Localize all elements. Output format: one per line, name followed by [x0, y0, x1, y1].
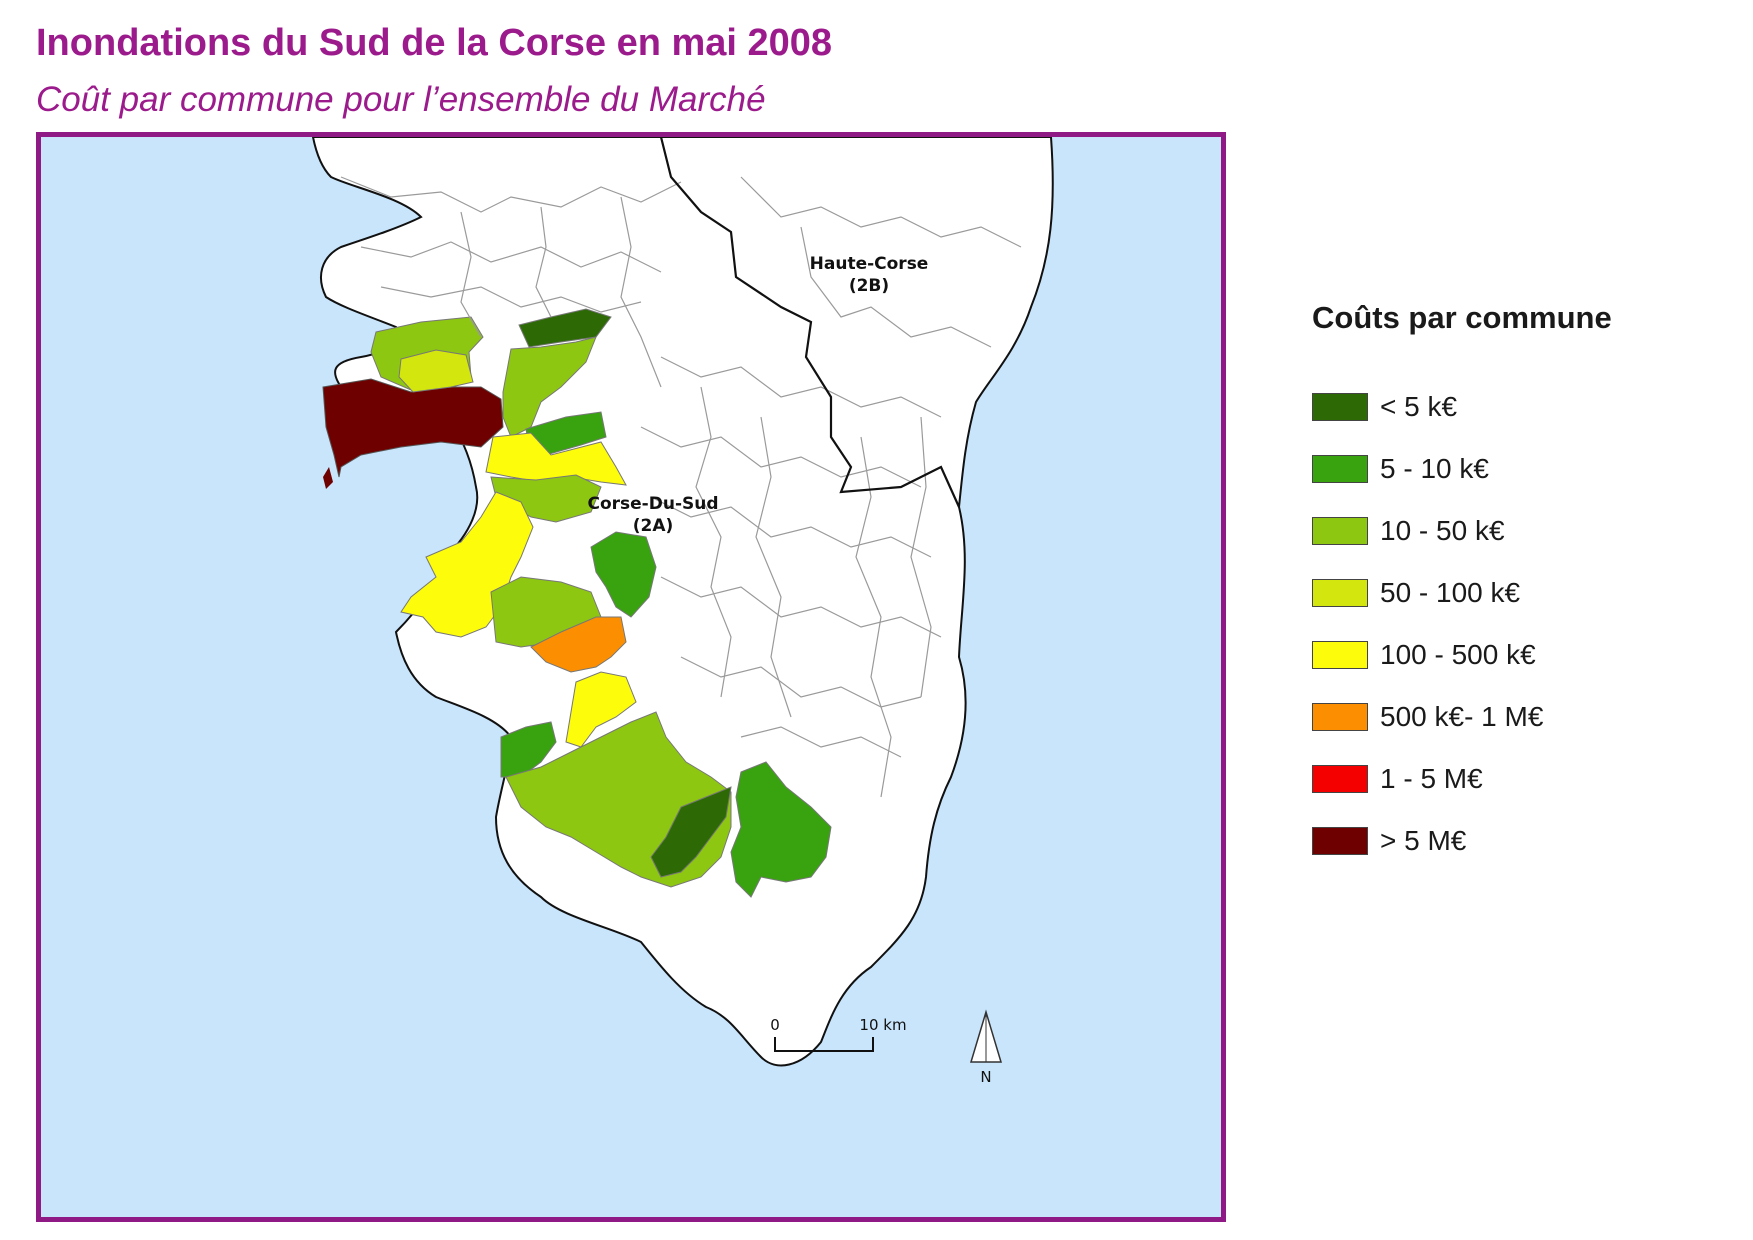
legend-swatch	[1312, 455, 1368, 483]
legend-swatch	[1312, 703, 1368, 731]
legend-label: 500 k€- 1 M€	[1380, 701, 1544, 732]
legend-swatch	[1312, 641, 1368, 669]
scale-zero: 0	[770, 1016, 780, 1034]
legend-swatch	[1312, 517, 1368, 545]
legend-title: Coûts par commune	[1312, 300, 1612, 335]
legend-label: 50 - 100 k€	[1380, 577, 1521, 608]
legend-item: < 5 k€	[1312, 376, 1612, 438]
region-code-corse-du-sud: (2A)	[633, 516, 674, 536]
legend-item: 1 - 5 M€	[1312, 748, 1612, 810]
commune-fill-7	[485, 432, 627, 486]
legend-swatch	[1312, 579, 1368, 607]
corsica-landmass	[311, 137, 1054, 1067]
commune-fill-3	[398, 349, 474, 393]
scale-bar: 0 10 km	[770, 1016, 907, 1052]
legend-swatch	[1312, 393, 1368, 421]
map-subtitle: Coût par commune pour l’ensemble du Marc…	[36, 80, 766, 119]
legend-item: 10 - 50 k€	[1312, 500, 1612, 562]
legend-label: 5 - 10 k€	[1380, 453, 1489, 484]
commune-fill-14	[500, 721, 557, 778]
legend: Coûts par commune < 5 k€ 5 - 10 k€ 10 - …	[1312, 300, 1612, 872]
legend-item: 100 - 500 k€	[1312, 624, 1612, 686]
commune-fill-5	[502, 336, 597, 438]
region-label-haute-corse: Haute-Corse	[810, 254, 929, 274]
north-label: N	[980, 1068, 991, 1086]
region-code-haute-corse: (2B)	[849, 276, 889, 296]
map-frame[interactable]: Haute-Corse (2B) Corse-Du-Sud (2A) 0 10 …	[36, 132, 1226, 1222]
map-title: Inondations du Sud de la Corse en mai 20…	[36, 22, 833, 64]
legend-item: 500 k€- 1 M€	[1312, 686, 1612, 748]
legend-label: > 5 M€	[1380, 825, 1467, 856]
legend-label: 10 - 50 k€	[1380, 515, 1505, 546]
commune-fill-17	[730, 761, 832, 898]
department-border	[659, 137, 961, 508]
scale-end: 10 km	[859, 1016, 906, 1034]
legend-item: 5 - 10 k€	[1312, 438, 1612, 500]
legend-label: 100 - 500 k€	[1380, 639, 1536, 670]
north-arrow: N	[969, 1009, 1003, 1086]
commune-fill-16	[650, 786, 732, 878]
legend-swatch	[1312, 827, 1368, 855]
legend-item: 50 - 100 k€	[1312, 562, 1612, 624]
commune-fill-4	[518, 308, 612, 348]
legend-label: 1 - 5 M€	[1380, 763, 1483, 794]
commune-fill-11	[590, 531, 657, 618]
islet	[323, 467, 333, 489]
legend-swatch	[1312, 765, 1368, 793]
region-label-corse-du-sud: Corse-Du-Sud	[587, 494, 718, 514]
commune-fill-12	[530, 616, 627, 673]
commune-boundaries	[340, 176, 1022, 798]
commune-fill-13	[565, 671, 637, 748]
legend-label: < 5 k€	[1380, 391, 1458, 422]
legend-item: > 5 M€	[1312, 810, 1612, 872]
map-canvas: Haute-Corse (2B) Corse-Du-Sud (2A) 0 10 …	[311, 137, 1054, 1086]
